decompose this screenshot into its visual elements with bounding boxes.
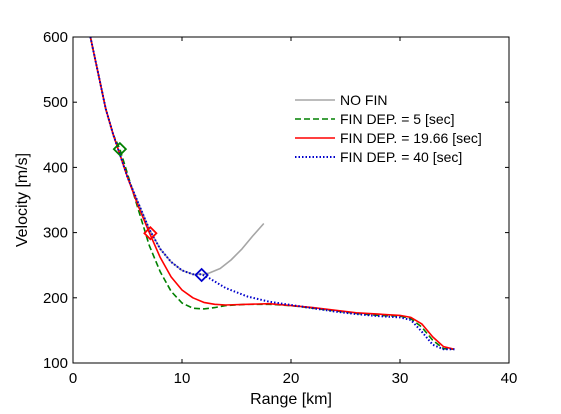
y-axis-ticks: 100 200 300 400 500 600 (43, 29, 509, 372)
x-axis-ticks: 0 10 20 30 40 (69, 37, 518, 387)
y-tick-label: 600 (43, 29, 68, 46)
series-line-1 (89, 36, 455, 351)
legend: NO FIN FIN DEP. = 5 [sec] FIN DEP. = 19.66… (295, 92, 482, 165)
legend-label-2: FIN DEP. = 19.66 [sec] (340, 130, 482, 146)
y-tick-label: 400 (43, 159, 68, 176)
y-axis-label: Velocity [m/s] (14, 153, 31, 247)
series-marker-1 (112, 141, 128, 157)
x-tick-label: 40 (501, 370, 518, 387)
y-tick-label: 200 (43, 290, 68, 307)
series-marker-3 (194, 267, 209, 283)
plot-markers (112, 141, 209, 283)
x-tick-label: 0 (69, 370, 77, 387)
x-axis-label: Range [km] (250, 391, 332, 408)
x-tick-label: 30 (392, 370, 409, 387)
legend-label-0: NO FIN (340, 92, 387, 108)
x-tick-label: 10 (174, 370, 191, 387)
x-tick-label: 20 (283, 370, 300, 387)
y-tick-label: 100 (43, 355, 68, 372)
series-marker-2 (143, 225, 158, 241)
series-line-3 (89, 36, 455, 351)
legend-label-3: FIN DEP. = 40 [sec] (340, 149, 462, 165)
y-tick-label: 300 (43, 225, 68, 242)
legend-label-1: FIN DEP. = 5 [sec] (340, 111, 455, 127)
plot-lines (89, 36, 455, 351)
y-tick-label: 500 (43, 94, 68, 111)
